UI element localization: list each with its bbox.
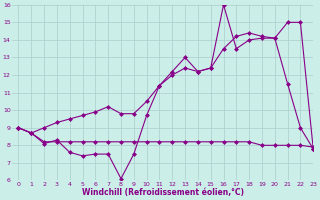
X-axis label: Windchill (Refroidissement éolien,°C): Windchill (Refroidissement éolien,°C) xyxy=(82,188,244,197)
